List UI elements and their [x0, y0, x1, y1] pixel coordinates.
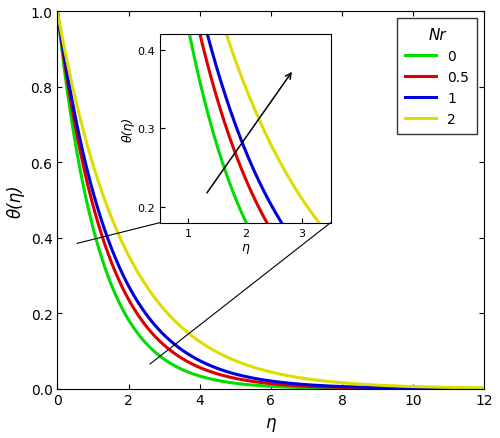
0 [76, 162, 82, 168]
0.5 [262, 381, 268, 386]
0.5 [250, 379, 256, 384]
1 [469, 386, 475, 391]
0.5 [469, 386, 475, 391]
0 [250, 383, 256, 388]
2 [250, 365, 256, 370]
1 [54, 10, 60, 15]
0.5 [468, 386, 474, 391]
0.5 [481, 386, 487, 391]
1 [76, 133, 82, 138]
0.5 [76, 144, 82, 149]
1 [250, 376, 256, 381]
2 [54, 10, 60, 15]
2 [468, 385, 474, 391]
0 [469, 386, 475, 392]
1 [468, 386, 474, 391]
Line: 0.5: 0.5 [58, 12, 484, 389]
0 [390, 386, 396, 391]
Line: 2: 2 [58, 12, 484, 388]
2 [481, 385, 487, 391]
2 [262, 368, 268, 373]
0.5 [54, 10, 60, 15]
2 [390, 383, 396, 389]
0 [54, 10, 60, 15]
0 [481, 386, 487, 392]
Line: 1: 1 [58, 12, 484, 389]
0 [262, 384, 268, 389]
1 [390, 385, 396, 391]
1 [262, 378, 268, 383]
2 [76, 113, 82, 118]
0.5 [390, 386, 396, 391]
X-axis label: η: η [266, 413, 276, 431]
Legend: 0, 0.5, 1, 2: 0, 0.5, 1, 2 [397, 19, 477, 134]
1 [481, 386, 487, 391]
0 [468, 386, 474, 392]
Y-axis label: θ(η): θ(η) [7, 184, 25, 217]
2 [469, 385, 475, 391]
Line: 0: 0 [58, 12, 484, 389]
